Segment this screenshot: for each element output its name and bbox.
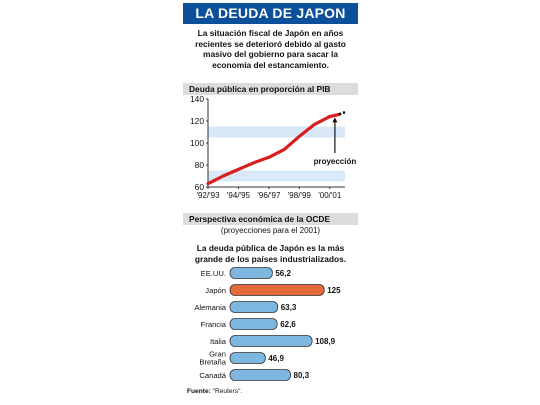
value-label: 56,2 [275,269,291,278]
annotation-backdrop [312,155,357,166]
source-label: Fuente: [187,388,211,395]
y-tick-label: 100 [190,138,204,148]
value-label: 125 [327,286,341,295]
bar [229,352,266,364]
category-label: Alemania [194,303,226,312]
annotation-arrowhead [332,117,338,123]
bar-chart-subtitle: (proyecciones para el 2001) [220,226,321,235]
x-tick-label: '00/'01 [318,191,342,200]
bar [229,284,325,296]
source-note: Fuente: "Reuters". [187,388,242,395]
bar-chart-heading: La deuda pública de Japón es la más gran… [194,243,347,264]
grid-band [208,126,345,138]
bar [229,301,279,313]
bar [229,369,291,381]
y-tick-label: 120 [190,116,204,126]
annotation-label: proyección [314,157,357,166]
line-chart: 60 80 100 120 140 '92/'93 '94/'95 '96/'97 '98/'9… [190,95,357,200]
category-label: Italia [210,337,227,346]
category-label: Gran [209,350,226,359]
value-label: 46,9 [268,354,284,363]
value-label: 108,9 [315,337,336,346]
projection-line [338,110,346,116]
category-label: Francia [201,320,227,329]
bar-chart: EE.UU. 56,2 Japón 125 Alemania 63,3 Francia 62,… [194,267,341,381]
page-title: LA DEUDA DE JAPON [183,3,358,24]
value-label: 62,6 [280,320,296,329]
category-label: Japón [205,286,226,295]
value-label: 80,3 [294,371,310,380]
x-tick-label: '98/'99 [288,191,312,200]
bar [229,267,273,279]
infographic-panel: LA DEUDA DE JAPON La situación fiscal de… [183,3,358,401]
bar [229,318,278,330]
y-tick-label: 80 [195,160,205,170]
bar-chart-title: Perspectiva económica de la OCDE [183,213,358,225]
category-label: Bretaña [199,358,226,367]
x-tick-label: '94/'95 [227,191,251,200]
x-tick-label: '96/'97 [257,191,281,200]
intro-text: La situación fiscal de Japón en años rec… [195,28,346,70]
grid-band [208,170,345,182]
y-tick-label: 140 [190,95,204,104]
value-label: 63,3 [281,303,297,312]
source-value: "Reuters". [212,388,243,395]
y-tick-label: 60 [195,182,205,192]
x-tick-label: '92/'93 [196,191,220,200]
bar [229,335,313,347]
series-line [206,112,341,186]
category-label: EE.UU. [201,269,226,278]
line-chart-title: Deuda pública en proporción al PIB [183,83,358,95]
category-label: Canadá [199,371,226,380]
